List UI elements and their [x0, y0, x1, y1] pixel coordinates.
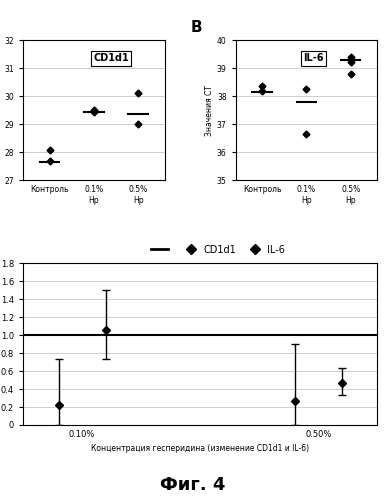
Text: B: B: [190, 20, 202, 34]
Y-axis label: Значения CT: Значения CT: [0, 85, 2, 136]
Y-axis label: Значения CT: Значения CT: [205, 85, 214, 136]
Text: Фиг. 4: Фиг. 4: [160, 476, 225, 494]
Text: CD1d1: CD1d1: [93, 54, 129, 64]
Legend: , CD1d1, IL-6: , CD1d1, IL-6: [147, 241, 289, 258]
X-axis label: Концентрация гесперидина (изменение CD1d1 и IL-6): Концентрация гесперидина (изменение CD1d…: [91, 444, 309, 454]
Text: IL-6: IL-6: [303, 54, 324, 64]
